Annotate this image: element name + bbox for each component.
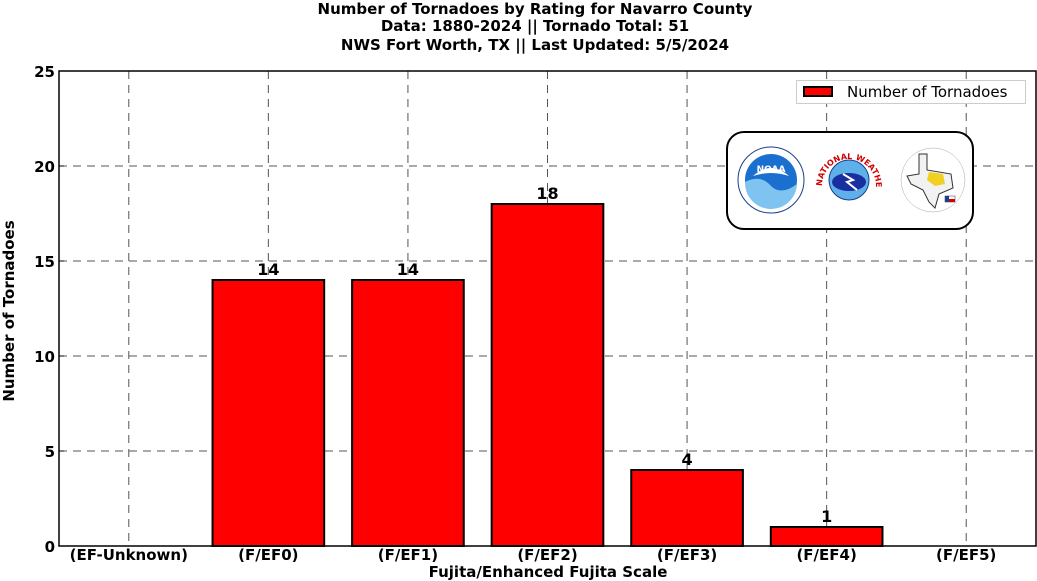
x-tick-label: (F/EF3): [657, 546, 717, 564]
bar: [490, 203, 605, 547]
bar: [769, 526, 884, 547]
x-tick-label: (F/EF1): [378, 546, 438, 564]
y-tick-label: 15: [34, 253, 55, 271]
bar: [630, 469, 744, 547]
y-tick-label: 25: [34, 63, 55, 81]
nws-logo: NATIONAL WEATHER SERVICE: [815, 148, 883, 212]
noaa-logo-text: NOAA: [757, 165, 786, 175]
data-label: 4: [682, 450, 693, 469]
x-tick-label: (F/EF4): [796, 546, 856, 564]
y-tick-label: 10: [34, 348, 55, 366]
chart-title-line-1: Number of Tornadoes by Rating for Navarr…: [317, 0, 753, 18]
y-tick-label: 0: [45, 538, 55, 556]
data-label: 18: [536, 184, 558, 203]
noaa-logo: NOAA: [737, 146, 805, 214]
chart-title-line-3: NWS Fort Worth, TX || Last Updated: 5/5/…: [340, 36, 730, 54]
logo-panel: NOAA NATIONAL WEATHER SERVICE: [726, 131, 974, 230]
bars: [211, 203, 884, 547]
bar: [211, 279, 326, 547]
bar: [351, 279, 465, 547]
data-label: 14: [397, 260, 419, 279]
x-axis-label: Fujita/Enhanced Fujita Scale: [429, 563, 668, 581]
legend: Number of Tornadoes: [796, 80, 1026, 104]
data-label: 1: [821, 507, 832, 526]
x-tick-label: (F/EF0): [238, 546, 298, 564]
x-tick-label: (F/EF5): [936, 546, 996, 564]
x-tick-label: (F/EF2): [517, 546, 577, 564]
tick-labels: 0 5 10 15 20 25 (EF-Unknown) (F/EF0) (F/EF1) (F/E…: [34, 63, 996, 564]
plot-frame: [58, 70, 1037, 547]
legend-swatch: [803, 86, 833, 97]
y-axis-label: Number of Tornadoes: [0, 220, 18, 401]
y-tick-label: 5: [45, 443, 55, 461]
y-tick-label: 20: [34, 158, 55, 176]
chart-title-line-2: Data: 1880-2024 || Tornado Total: 51: [380, 17, 690, 35]
legend-label: Number of Tornadoes: [847, 83, 1008, 101]
data-labels: 14 14 18 4 1: [257, 184, 832, 526]
x-tick-label: (EF-Unknown): [70, 546, 188, 564]
texas-map-logo: [900, 147, 966, 213]
data-label: 14: [257, 260, 279, 279]
